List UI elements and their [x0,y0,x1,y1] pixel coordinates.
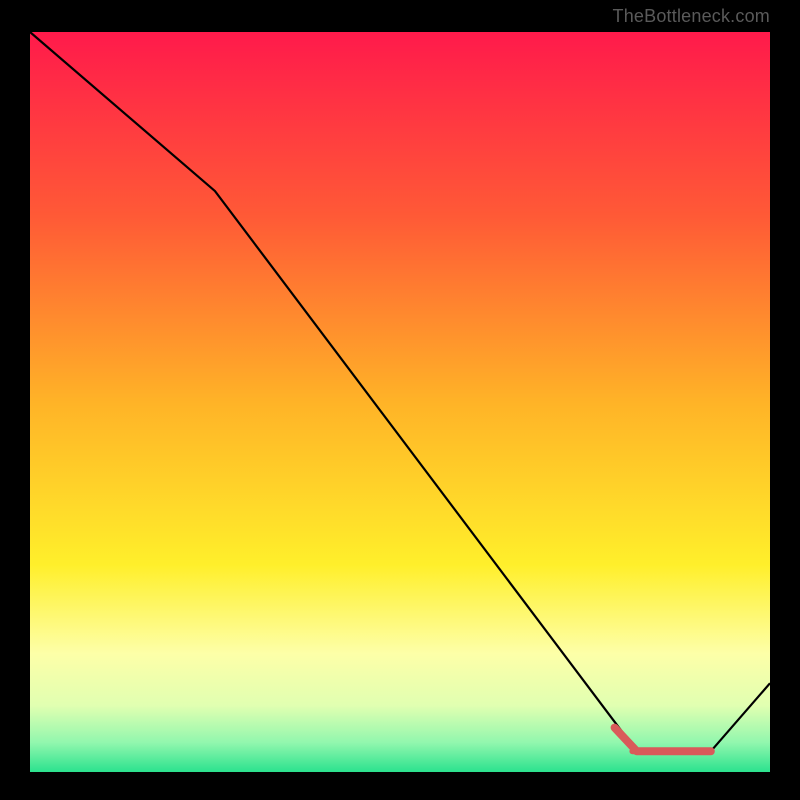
watermark-text: TheBottleneck.com [613,6,770,27]
plot-area [30,32,770,772]
highlight-segment [615,728,711,752]
chart-overlay [30,32,770,772]
main-line [30,32,770,751]
